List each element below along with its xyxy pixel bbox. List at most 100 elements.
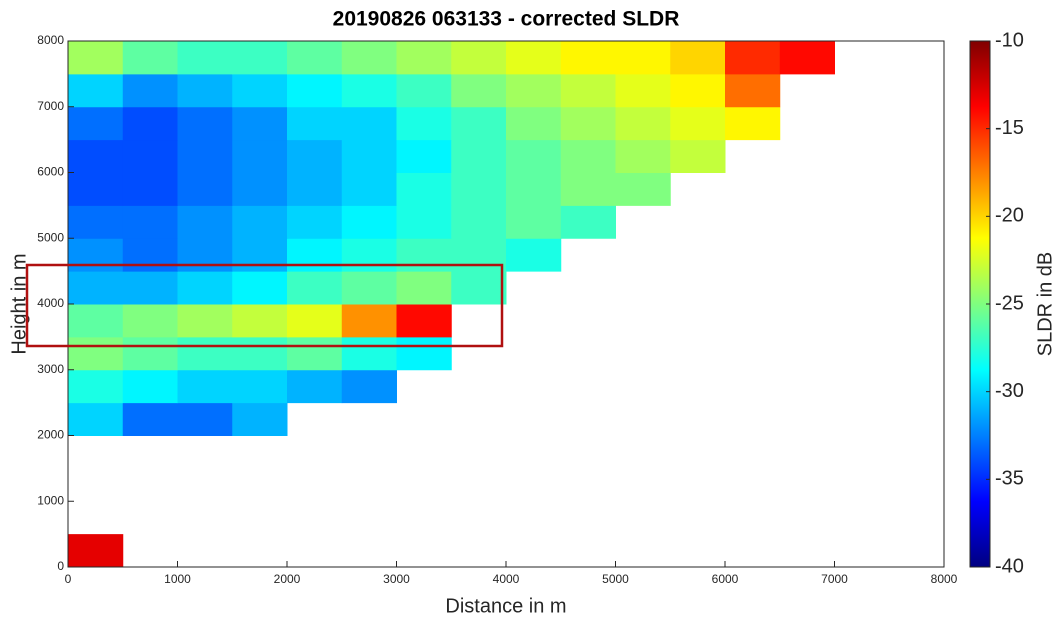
heatmap-cell [68, 172, 124, 206]
heatmap-cell [287, 172, 343, 206]
heatmap-cell [341, 205, 397, 239]
heatmap-cell [232, 106, 288, 141]
colorbar-tick-label: -40 [995, 555, 1024, 577]
heatmap-cell [68, 106, 124, 141]
heatmap-cell [396, 271, 452, 305]
colorbar-tick-label: -10 [995, 29, 1024, 51]
heatmap-cell [68, 139, 124, 173]
heatmap-cell [560, 139, 616, 173]
heatmap-cell [560, 106, 616, 141]
heatmap-cell [122, 106, 178, 141]
x-tick-label: 1000 [164, 572, 191, 586]
heatmap-cell [615, 73, 671, 108]
heatmap-cell [451, 271, 507, 305]
heatmap-cell [177, 139, 233, 173]
heatmap-cell [287, 106, 343, 141]
heatmap-cell [341, 106, 397, 141]
heatmap-cell [122, 304, 178, 338]
highlight-box [25, 263, 504, 348]
heatmap-cell [287, 73, 343, 108]
heatmap-cell [670, 73, 726, 108]
heatmap-cell [287, 41, 343, 75]
heatmap-cell [177, 73, 233, 108]
heatmap-cell [615, 139, 671, 173]
heatmap-cell [341, 41, 397, 75]
heatmap-cell [177, 205, 233, 239]
heatmap-cell [232, 205, 288, 239]
heatmap-cell [287, 304, 343, 338]
heatmap-cell [68, 238, 124, 272]
heatmap-cell [122, 139, 178, 173]
heatmap-cell [177, 369, 233, 404]
heatmap-cell [122, 73, 178, 108]
colorbar-tick-label: -30 [995, 380, 1024, 402]
heatmap-cell [177, 172, 233, 206]
chart-title: 20190826 063133 - corrected SLDR [333, 8, 680, 31]
heatmap-cell [68, 41, 124, 75]
heatmap-cell [232, 41, 288, 75]
heatmap-cell [287, 336, 343, 371]
colorbar-tick-label: -35 [995, 468, 1024, 490]
heatmap-cell [615, 106, 671, 141]
heatmap-cell [396, 172, 452, 206]
x-tick-label: 8000 [931, 572, 958, 586]
heatmap-cell [451, 139, 507, 173]
heatmap-cell [341, 336, 397, 371]
x-tick-label: 5000 [602, 572, 629, 586]
heatmap-cell [615, 41, 671, 75]
heatmap-cell [68, 73, 124, 108]
y-tick-label: 2000 [37, 428, 64, 442]
heatmap-cell [506, 73, 562, 108]
x-tick-label: 3000 [383, 572, 410, 586]
heatmap-cell [451, 41, 507, 75]
heatmap-cell [725, 106, 781, 141]
heatmap-cell [122, 336, 178, 371]
heatmap-cell [232, 271, 288, 305]
y-axis-label: Height in m [8, 253, 30, 354]
heatmap-cell [122, 402, 178, 436]
heatmap-cell [615, 172, 671, 206]
heatmap-cell [396, 238, 452, 272]
heatmap-cell [670, 139, 726, 173]
heatmap-cell [341, 369, 397, 404]
heatmap-cell [396, 304, 452, 338]
y-tick-label: 6000 [37, 165, 64, 179]
heatmap-cell [68, 534, 124, 568]
heatmap-cell [287, 238, 343, 272]
heatmap-cell [451, 106, 507, 141]
heatmap-cell [341, 304, 397, 338]
heatmap-cell [287, 369, 343, 404]
heatmap-cell [341, 271, 397, 305]
heatmap-cell [177, 41, 233, 75]
heatmap-cell [451, 73, 507, 108]
y-tick-label: 8000 [37, 33, 64, 47]
heatmap-cell [506, 172, 562, 206]
heatmap-cell [232, 172, 288, 206]
heatmap-cell [287, 139, 343, 173]
heatmap-cell [451, 205, 507, 239]
x-tick-label: 0 [65, 572, 72, 586]
colorbar-tick-label: -20 [995, 205, 1024, 227]
heatmap-cell [232, 369, 288, 404]
x-axis-label: Distance in m [445, 595, 566, 617]
x-tick-label: 6000 [712, 572, 739, 586]
heatmap-cell [451, 238, 507, 272]
heatmap-cell [506, 205, 562, 239]
heatmap-cell [122, 172, 178, 206]
heatmap-cell [670, 106, 726, 141]
heatmap-cell [341, 73, 397, 108]
heatmap-cell [122, 41, 178, 75]
y-tick-label: 7000 [37, 99, 64, 113]
heatmap-cell [122, 271, 178, 305]
heatmap-cell [232, 402, 288, 436]
heatmap-cell [396, 336, 452, 371]
heatmap-cell [396, 41, 452, 75]
heatmap-cell [177, 336, 233, 371]
heatmap-cell [232, 304, 288, 338]
heatmap-cell [122, 238, 178, 272]
heatmap-cell [396, 139, 452, 173]
heatmap-cell [177, 271, 233, 305]
x-tick-label: 7000 [821, 572, 848, 586]
heatmap-cell [177, 402, 233, 436]
